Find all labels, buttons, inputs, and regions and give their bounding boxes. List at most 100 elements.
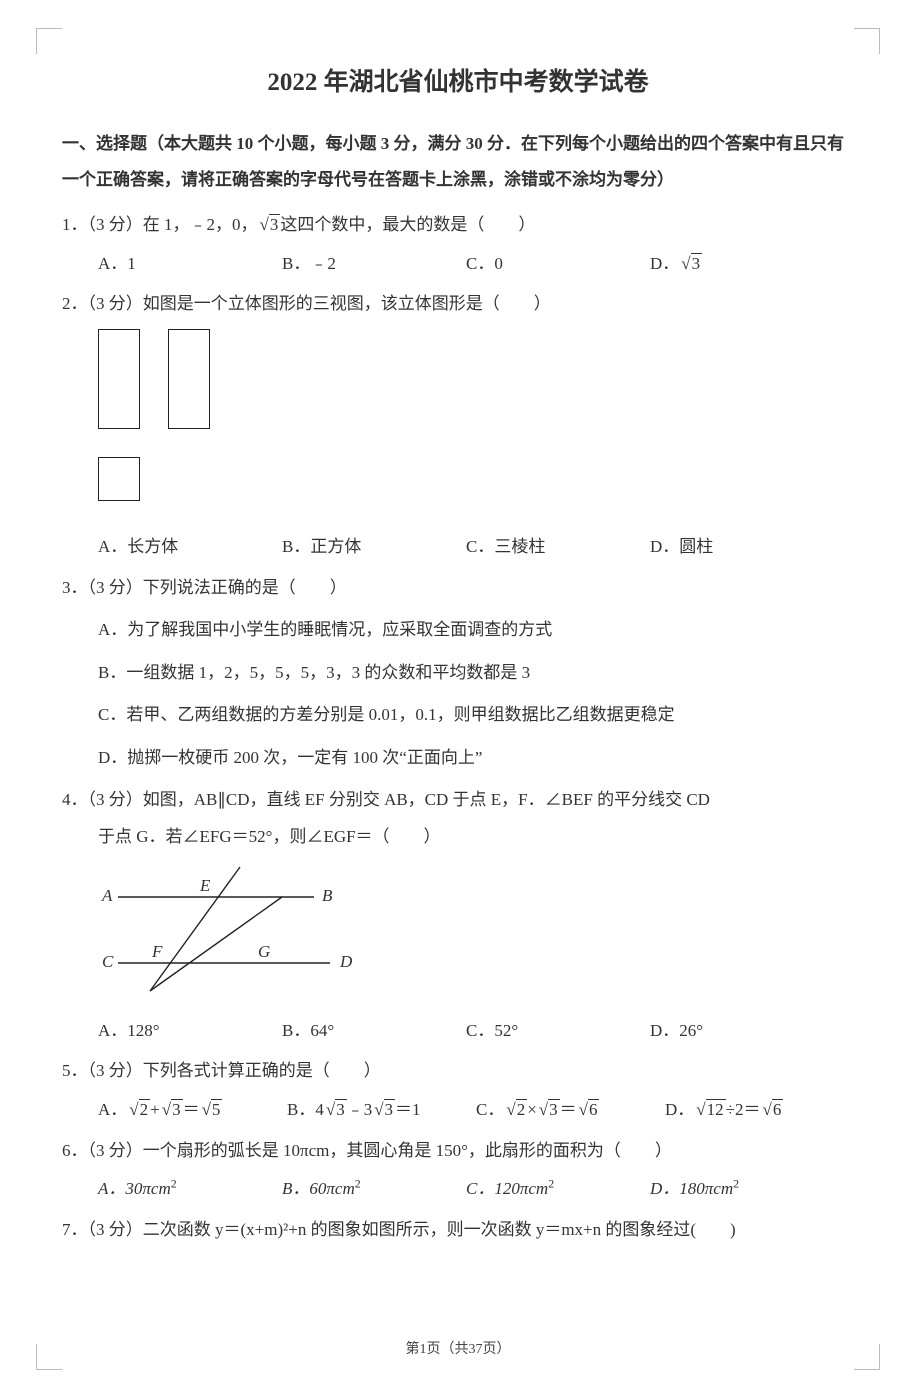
q7-stem: 7．（3 分）二次函数 y＝(x+m)²+n 的图象如图所示，则一次函数 y＝m… [62,1212,854,1249]
q2-opt-c: C．三棱柱 [466,529,650,566]
q6b-txt: B．60πcm [282,1179,355,1198]
q5-opt-d: D．12÷2＝ 6 [665,1092,854,1129]
q4-stem-line2: 于点 G．若∠EFG＝52°，则∠EGF＝（ ） [62,819,854,856]
q2-figure [62,329,854,501]
q1-opt-d: D． 3 [650,246,834,283]
q5d-prefix: D． [665,1100,694,1119]
q5a-r: 5 [211,1099,223,1119]
q5-options: A．2+3＝5 B．43﹣33＝1 C．2×3＝6 D．12÷2＝6 [62,1092,854,1129]
q4-options: A．128° B．64° C．52° D．26° [62,1013,854,1050]
q5c-times: × [527,1100,537,1119]
q3-opt-b: B．一组数据 1，2，5，5，5，3，3 的众数和平均数都是 3 [98,655,854,692]
label-g: G [258,942,270,961]
q3-opt-a: A．为了解我国中小学生的睡眠情况，应采取全面调查的方式 [98,612,854,649]
q1-opt-b: B．﹣2 [282,246,466,283]
crop-mark-tl [36,28,62,54]
q6c-sup: 2 [548,1176,554,1190]
q1-stem: 1．（3 分）在 1，﹣2，0，3这四个数中，最大的数是（ ） [62,207,854,244]
q5c-eq: ＝ [560,1100,577,1119]
three-view-top [98,457,140,501]
question-7: 7．（3 分）二次函数 y＝(x+m)²+n 的图象如图所示，则一次函数 y＝m… [62,1212,854,1249]
q6c-txt: C．120πcm [466,1179,548,1198]
q1-stem-a: 1．（3 分）在 1，﹣2，0， [62,215,258,234]
three-view-side [168,329,210,429]
q1-d-prefix: D． [650,254,679,273]
sqrt-icon: 5 [200,1092,223,1129]
q5d-r: 6 [772,1099,784,1119]
q5a-s2: 3 [171,1099,183,1119]
q6d-sup: 2 [733,1176,739,1190]
page-title: 2022 年湖北省仙桃市中考数学试卷 [62,62,854,98]
sqrt-icon: 2 [504,1092,527,1129]
label-b: B [322,886,333,905]
q2-opt-d: D．圆柱 [650,529,834,566]
question-2: 2．（3 分）如图是一个立体图形的三视图，该立体图形是（ ） A．长方体 B．正… [62,286,854,565]
q2-stem: 2．（3 分）如图是一个立体图形的三视图，该立体图形是（ ） [62,286,854,323]
q4-opt-b: B．64° [282,1013,466,1050]
q6b-sup: 2 [355,1176,361,1190]
q5b-s1: 3 [335,1099,347,1119]
q5-opt-b: B．43﹣33＝1 [287,1092,476,1129]
q5c-s2: 3 [548,1099,560,1119]
q6-opt-c: C．120πcm2 [466,1171,650,1208]
q4-svg: A E B C F G D [90,863,360,993]
q1-d-sqrt: 3 [691,253,703,273]
question-1: 1．（3 分）在 1，﹣2，0，3这四个数中，最大的数是（ ） A．1 B．﹣2… [62,207,854,282]
sqrt-icon: 6 [577,1092,600,1129]
question-6: 6．（3 分）一个扇形的弧长是 10πcm，其圆心角是 150°，此扇形的面积为… [62,1133,854,1208]
q5c-r: 6 [588,1099,600,1119]
section-1-heading: 一、选择题（本大题共 10 个小题，每小题 3 分，满分 30 分．在下列每个小… [62,126,854,197]
q5b-minus: ﹣ [347,1100,364,1119]
q5-opt-c: C．2× 3＝ 6 [476,1092,665,1129]
q1-options: A．1 B．﹣2 C．0 D． 3 [62,246,854,283]
crop-mark-tr [854,28,880,54]
q5a-prefix: A． [98,1100,127,1119]
question-5: 5．（3 分）下列各式计算正确的是（ ） A．2+3＝5 B．43﹣33＝1 C… [62,1053,854,1128]
q6d-txt: D．180πcm [650,1179,733,1198]
q4-figure: A E B C F G D [62,863,854,1007]
q6-options: A．30πcm2 B．60πcm2 C．120πcm2 D．180πcm2 [62,1171,854,1208]
sqrt-icon: 3 [679,246,702,283]
label-c: C [102,952,114,971]
q5d-div: ÷2＝ [726,1100,761,1119]
q3-stem: 3．（3 分）下列说法正确的是（ ） [62,570,854,607]
q5b-c1: 4 [315,1100,324,1119]
sqrt-icon: 3 [324,1092,347,1129]
q1-sqrt-3: 3 [269,214,281,234]
q6-stem: 6．（3 分）一个扇形的弧长是 10πcm，其圆心角是 150°，此扇形的面积为… [62,1133,854,1170]
sqrt-icon: 12 [694,1092,725,1129]
q5a-eq: ＝ [183,1100,200,1119]
q1-opt-c: C．0 [466,246,650,283]
label-e: E [199,876,211,895]
q5a-plus: + [150,1100,160,1119]
sqrt-icon: 6 [760,1092,783,1129]
q6a-sup: 2 [171,1176,177,1190]
q4-stem-line1: 4．（3 分）如图，AB∥CD，直线 EF 分别交 AB，CD 于点 E，F．∠… [62,782,854,819]
line-ef [150,867,240,991]
q5b-prefix: B． [287,1100,315,1119]
q2-opt-a: A．长方体 [98,529,282,566]
sqrt-icon: 3 [537,1092,560,1129]
sqrt-icon: 3 [258,207,281,244]
label-d: D [339,952,353,971]
q1-opt-a: A．1 [98,246,282,283]
q5a-s1: 2 [139,1099,151,1119]
q5c-prefix: C． [476,1100,504,1119]
q5-opt-a: A． 2+3＝ 5 [98,1092,287,1129]
q3-opt-c: C．若甲、乙两组数据的方差分别是 0.01，0.1，则甲组数据比乙组数据更稳定 [98,697,854,734]
page-footer: 第1页（共37页） [0,1338,916,1358]
q6a-txt: A．30πcm [98,1179,171,1198]
sqrt-icon: 2 [127,1092,150,1129]
three-view-front [98,329,140,429]
question-4: 4．（3 分）如图，AB∥CD，直线 EF 分别交 AB，CD 于点 E，F．∠… [62,782,854,1049]
q5b-c2: 3 [364,1100,373,1119]
q5-stem: 5．（3 分）下列各式计算正确的是（ ） [62,1053,854,1090]
q3-opt-d: D．抛掷一枚硬币 200 次，一定有 100 次“正面向上” [98,740,854,777]
q5b-s2: 3 [384,1099,396,1119]
label-f: F [151,942,163,961]
q6-opt-b: B．60πcm2 [282,1171,466,1208]
q2-opt-b: B．正方体 [282,529,466,566]
q6-opt-a: A．30πcm2 [98,1171,282,1208]
q4-opt-d: D．26° [650,1013,834,1050]
q6-opt-d: D．180πcm2 [650,1171,834,1208]
